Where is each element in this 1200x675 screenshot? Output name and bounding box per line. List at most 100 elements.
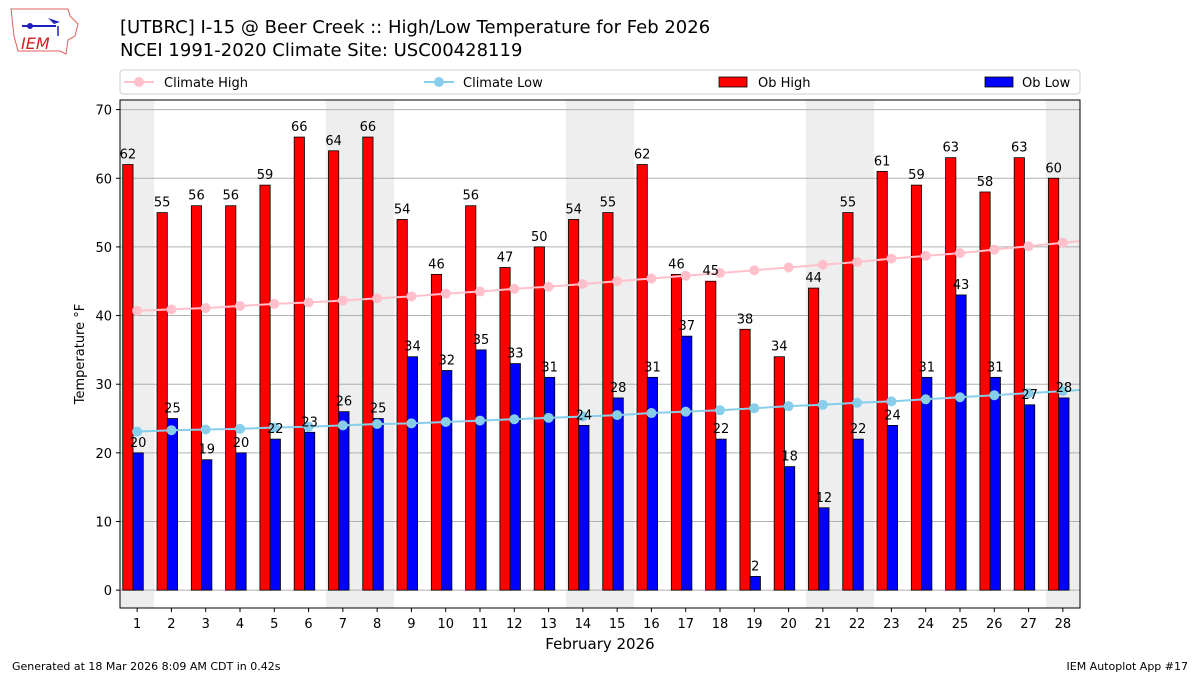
climate-low-point bbox=[235, 423, 245, 434]
climate-high-point bbox=[920, 250, 931, 261]
climate-low-point bbox=[509, 414, 520, 425]
climate-high-point bbox=[440, 288, 451, 299]
app-note: IEM Autoplot App #17 bbox=[1066, 660, 1189, 673]
ob-high-label: 45 bbox=[702, 264, 719, 279]
ob-high-label: 61 bbox=[874, 154, 891, 169]
climate-low-point bbox=[372, 419, 383, 430]
ob-high-bar bbox=[362, 136, 374, 591]
ob-high-bar bbox=[1013, 157, 1025, 591]
climate-high-point bbox=[955, 248, 965, 259]
climate-low-point bbox=[920, 394, 931, 405]
climate-low-point bbox=[612, 410, 623, 421]
chart-subtitle: NCEI 1991-2020 Climate Site: USC00428119 bbox=[120, 40, 523, 61]
ob-low-label: 31 bbox=[541, 360, 558, 375]
ob-low-label: 25 bbox=[164, 402, 181, 417]
x-tick-label: 4 bbox=[236, 617, 244, 632]
ob-low-label: 22 bbox=[267, 422, 284, 437]
climate-high-point bbox=[817, 259, 828, 270]
ob-high-bar bbox=[842, 212, 854, 591]
legend-climate-high: Climate High bbox=[164, 76, 248, 91]
ob-low-label: 33 bbox=[507, 347, 524, 362]
climate-high-point bbox=[1023, 241, 1034, 252]
ob-low-label: 32 bbox=[438, 353, 455, 368]
climate-low-point bbox=[132, 426, 143, 437]
climate-low-point bbox=[1057, 386, 1068, 397]
climate-high-point bbox=[372, 293, 383, 304]
ob-high-label: 55 bbox=[600, 196, 617, 211]
y-tick-label: 0 bbox=[104, 584, 112, 599]
svg-text:IEM: IEM bbox=[21, 34, 50, 53]
x-tick-label: 6 bbox=[304, 617, 312, 632]
ob-high-label: 59 bbox=[257, 168, 274, 183]
ob-high-label: 54 bbox=[394, 202, 411, 217]
ob-low-label: 22 bbox=[713, 422, 730, 437]
ob-low-bar bbox=[441, 370, 453, 591]
ob-high-bar bbox=[225, 205, 237, 591]
ob-low-label: 19 bbox=[198, 443, 215, 458]
x-tick-label: 16 bbox=[643, 617, 660, 632]
climate-high-point bbox=[886, 253, 897, 264]
ob-low-bar bbox=[784, 466, 796, 591]
y-tick-label: 70 bbox=[95, 104, 112, 119]
ob-high-label: 64 bbox=[325, 134, 342, 149]
ob-high-bar bbox=[499, 267, 511, 591]
climate-low-point bbox=[1023, 388, 1034, 399]
x-tick-label: 15 bbox=[609, 617, 626, 632]
ob-high-bar bbox=[293, 136, 305, 591]
climate-high-point bbox=[475, 286, 485, 297]
ob-high-bar bbox=[328, 150, 340, 591]
y-tick-label: 20 bbox=[95, 447, 112, 462]
ob-high-label: 66 bbox=[360, 120, 377, 135]
ob-low-bar bbox=[166, 418, 178, 591]
climate-high-point bbox=[166, 304, 177, 315]
ob-high-label: 34 bbox=[771, 340, 788, 355]
ob-low-label: 23 bbox=[301, 415, 318, 430]
x-tick-label: 14 bbox=[575, 617, 592, 632]
ob-high-label: 54 bbox=[565, 202, 582, 217]
ob-low-bar bbox=[235, 452, 247, 591]
climate-low-point bbox=[406, 418, 417, 429]
climate-low-point bbox=[337, 420, 348, 431]
climate-high-point bbox=[269, 298, 280, 309]
climate-high-point bbox=[612, 276, 623, 287]
ob-low-bar bbox=[989, 376, 1001, 591]
ob-low-bar bbox=[132, 452, 144, 591]
ob-high-bar bbox=[910, 184, 922, 591]
ob-low-bar bbox=[852, 438, 864, 591]
ob-low-bar bbox=[406, 356, 419, 591]
climate-high-point bbox=[852, 257, 863, 268]
ob-low-label: 22 bbox=[850, 422, 867, 437]
ob-high-label: 66 bbox=[291, 120, 308, 135]
climate-low-point bbox=[577, 411, 588, 422]
ob-low-label: 26 bbox=[336, 395, 353, 410]
climate-high-point bbox=[1057, 237, 1068, 248]
ob-low-label: 12 bbox=[816, 491, 833, 506]
climate-low-point bbox=[166, 425, 177, 436]
ob-low-label: 34 bbox=[404, 340, 421, 355]
ob-high-bar bbox=[602, 212, 614, 591]
climate-high-point bbox=[680, 270, 691, 281]
plot-frame bbox=[119, 99, 1081, 609]
ob-low-bar bbox=[749, 576, 761, 591]
climate-low-point bbox=[475, 415, 485, 426]
chart-title: [UTBRC] I-15 @ Beer Creek :: High/Low Te… bbox=[120, 17, 711, 38]
ob-low-label: 28 bbox=[1056, 381, 1073, 396]
x-tick-label: 26 bbox=[986, 617, 1003, 632]
ob-high-bar bbox=[156, 212, 168, 591]
ob-low-bar bbox=[886, 424, 898, 591]
climate-high-point bbox=[235, 300, 245, 311]
climate-low-point bbox=[852, 397, 863, 408]
ob-low-label: 37 bbox=[678, 319, 695, 334]
ob-high-bar bbox=[122, 164, 134, 591]
climate-high-point bbox=[132, 305, 143, 316]
ob-high-bar bbox=[430, 273, 443, 591]
ob-low-bar bbox=[304, 431, 316, 591]
ob-high-bar bbox=[945, 157, 957, 591]
climate-low-point bbox=[886, 396, 897, 407]
legend-ob-low-swatch bbox=[984, 76, 1014, 88]
climate-low-point bbox=[989, 390, 1000, 401]
x-tick-label: 10 bbox=[437, 617, 454, 632]
climate-low-point bbox=[303, 421, 314, 432]
climate-low-point bbox=[783, 401, 794, 412]
x-tick-label: 18 bbox=[712, 617, 729, 632]
